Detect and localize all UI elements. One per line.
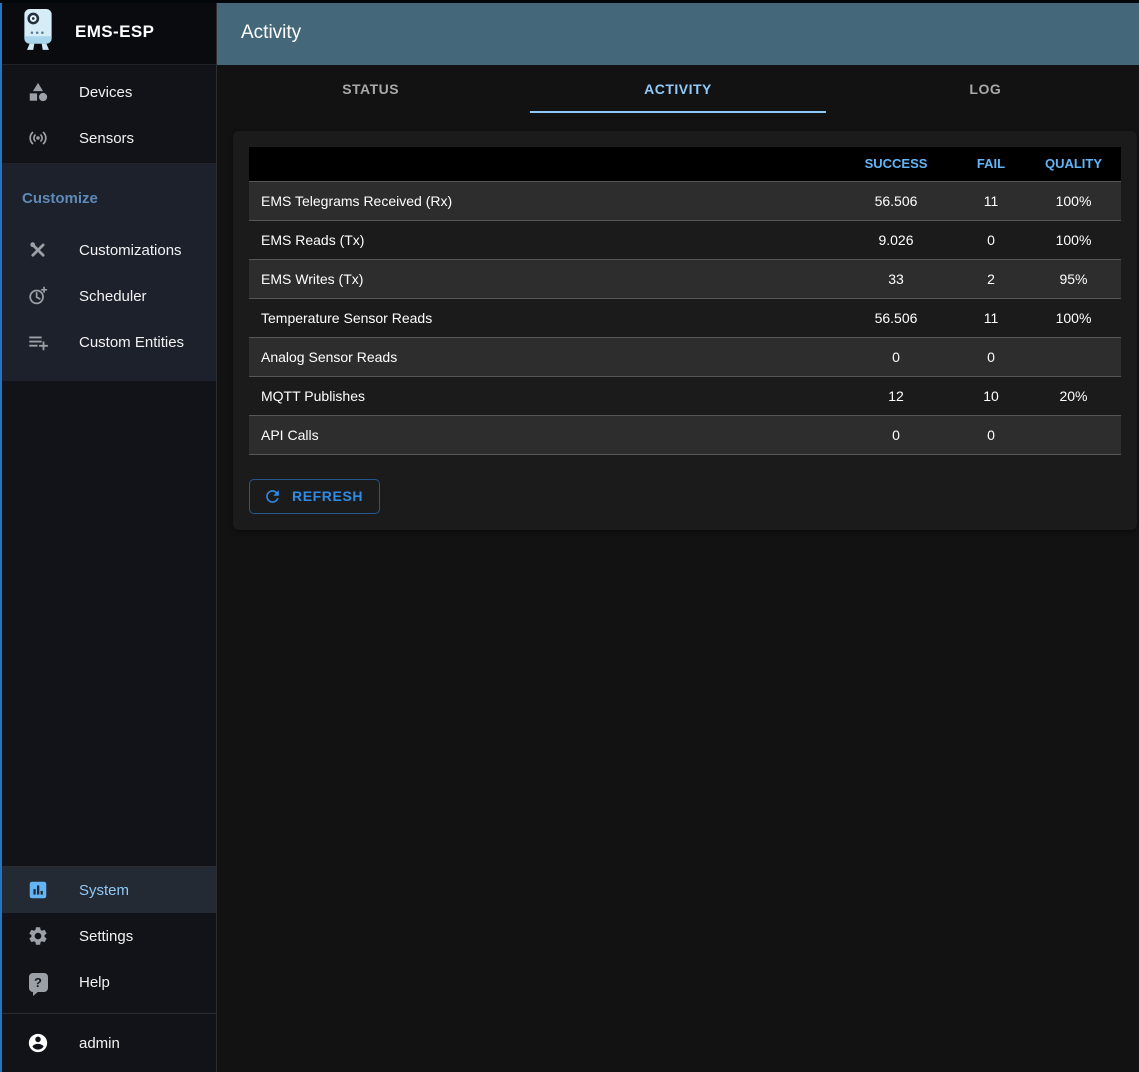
brand-title: EMS-ESP bbox=[75, 22, 155, 41]
fail-value: 0 bbox=[956, 337, 1026, 377]
refresh-label: REFRESH bbox=[292, 488, 364, 504]
metric-name: Temperature Sensor Reads bbox=[249, 298, 836, 338]
category-icon bbox=[26, 80, 50, 104]
fail-value: 11 bbox=[956, 180, 1026, 221]
tab-activity[interactable]: ACTIVITY bbox=[524, 65, 831, 113]
fail-value: 11 bbox=[956, 298, 1026, 338]
quality-value bbox=[1026, 337, 1121, 377]
nav-section-customize: Customize Customizations bbox=[0, 164, 216, 381]
sidebar-item-label: Scheduler bbox=[79, 287, 147, 305]
tab-bar: STATUS ACTIVITY LOG bbox=[217, 65, 1139, 113]
playlist-add-icon bbox=[26, 330, 50, 354]
main-content: Activity STATUS ACTIVITY LOG SUCCESS FAI… bbox=[217, 0, 1139, 1072]
window-top-edge bbox=[0, 0, 1139, 3]
success-value: 0 bbox=[836, 337, 956, 377]
sidebar-spacer bbox=[0, 381, 216, 866]
success-value: 12 bbox=[836, 376, 956, 416]
metric-name: MQTT Publishes bbox=[249, 376, 836, 416]
success-value: 9.026 bbox=[836, 220, 956, 260]
user-section: admin bbox=[0, 1013, 216, 1072]
sidebar-item-label: Help bbox=[79, 973, 110, 991]
sidebar-item-settings[interactable]: Settings bbox=[0, 913, 216, 959]
sidebar-item-sensors[interactable]: Sensors bbox=[0, 115, 216, 161]
table-row: EMS Telegrams Received (Rx) 56.506 11 10… bbox=[249, 180, 1121, 221]
window-left-edge bbox=[0, 3, 2, 1072]
sidebar-item-label: System bbox=[79, 881, 130, 899]
appbar: Activity bbox=[217, 0, 1139, 65]
sidebar-item-customizations[interactable]: Customizations bbox=[0, 227, 216, 273]
table-row: Analog Sensor Reads 0 0 bbox=[249, 337, 1121, 377]
quality-value: 95% bbox=[1026, 259, 1121, 299]
customize-section-header: Customize bbox=[22, 190, 98, 207]
boiler-logo-icon bbox=[18, 8, 58, 57]
sidebar-item-custom-entities[interactable]: Custom Entities bbox=[0, 319, 216, 365]
sidebar: EMS-ESP Devices bbox=[0, 0, 217, 1072]
metric-name: EMS Telegrams Received (Rx) bbox=[249, 180, 836, 221]
fail-value: 0 bbox=[956, 415, 1026, 455]
sidebar-item-help[interactable]: ? Help bbox=[0, 959, 216, 1005]
sidebar-item-devices[interactable]: Devices bbox=[0, 69, 216, 115]
sidebar-item-label: Devices bbox=[79, 83, 133, 101]
table-row: EMS Reads (Tx) 9.026 0 100% bbox=[249, 220, 1121, 260]
construction-icon bbox=[26, 238, 50, 262]
metric-name: API Calls bbox=[249, 415, 836, 455]
sidebar-item-label: Customizations bbox=[79, 241, 182, 259]
activity-table-header: SUCCESS FAIL QUALITY bbox=[249, 147, 1121, 181]
user-name: admin bbox=[79, 1034, 120, 1052]
column-header-success: SUCCESS bbox=[836, 147, 956, 181]
more-time-icon bbox=[26, 284, 50, 308]
activity-table: SUCCESS FAIL QUALITY EMS Telegrams Recei… bbox=[249, 147, 1121, 455]
column-header-fail: FAIL bbox=[956, 147, 1026, 181]
refresh-icon bbox=[263, 487, 282, 506]
table-row: EMS Writes (Tx) 33 2 95% bbox=[249, 259, 1121, 299]
account-circle-icon bbox=[26, 1031, 50, 1055]
sidebar-item-label: Sensors bbox=[79, 129, 135, 147]
table-row: API Calls 0 0 bbox=[249, 415, 1121, 455]
nav-section-main: Devices Sensors bbox=[0, 65, 216, 164]
tab-log[interactable]: LOG bbox=[969, 81, 1002, 97]
success-value: 56.506 bbox=[836, 180, 956, 221]
nav-section-system: System Settings ? Help bbox=[0, 866, 216, 1013]
sidebar-item-user[interactable]: admin bbox=[0, 1020, 216, 1066]
sidebar-item-scheduler[interactable]: Scheduler bbox=[0, 273, 216, 319]
quality-value: 100% bbox=[1026, 180, 1121, 221]
sidebar-item-label: Settings bbox=[79, 927, 134, 945]
activity-card: SUCCESS FAIL QUALITY EMS Telegrams Recei… bbox=[233, 131, 1137, 530]
metric-name: EMS Reads (Tx) bbox=[249, 220, 836, 260]
column-header-quality: QUALITY bbox=[1026, 147, 1121, 181]
sensors-icon bbox=[26, 126, 50, 150]
quality-value: 100% bbox=[1026, 220, 1121, 260]
page-title: Activity bbox=[241, 21, 302, 43]
refresh-button[interactable]: REFRESH bbox=[249, 478, 381, 514]
gear-icon bbox=[26, 924, 50, 948]
help-icon: ? bbox=[26, 970, 50, 996]
column-header-name bbox=[249, 147, 836, 181]
assessment-icon bbox=[26, 878, 50, 902]
activity-table-body: EMS Telegrams Received (Rx) 56.506 11 10… bbox=[249, 180, 1121, 455]
metric-name: Analog Sensor Reads bbox=[249, 337, 836, 377]
brand-header: EMS-ESP bbox=[0, 0, 216, 65]
table-row: Temperature Sensor Reads 56.506 11 100% bbox=[249, 298, 1121, 338]
fail-value: 2 bbox=[956, 259, 1026, 299]
metric-name: EMS Writes (Tx) bbox=[249, 259, 836, 299]
success-value: 0 bbox=[836, 415, 956, 455]
quality-value: 20% bbox=[1026, 376, 1121, 416]
sidebar-item-label: Custom Entities bbox=[79, 333, 185, 351]
sidebar-item-system[interactable]: System bbox=[0, 867, 216, 913]
success-value: 33 bbox=[836, 259, 956, 299]
tab-status[interactable]: STATUS bbox=[342, 81, 400, 97]
fail-value: 0 bbox=[956, 220, 1026, 260]
fail-value: 10 bbox=[956, 376, 1026, 416]
success-value: 56.506 bbox=[836, 298, 956, 338]
quality-value bbox=[1026, 415, 1121, 455]
table-row: MQTT Publishes 12 10 20% bbox=[249, 376, 1121, 416]
quality-value: 100% bbox=[1026, 298, 1121, 338]
